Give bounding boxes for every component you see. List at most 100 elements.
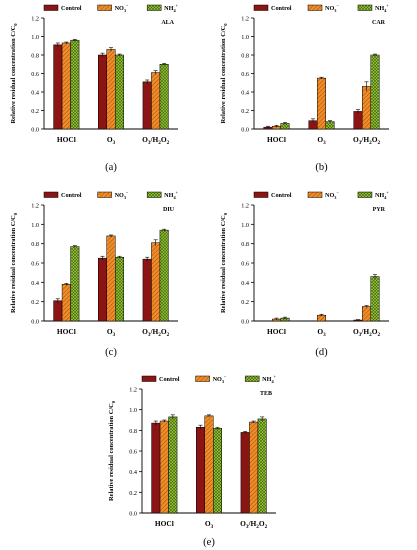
panel-caption: (e) [203, 537, 215, 548]
y-tick-label: 0.6 [129, 449, 137, 456]
x-tick-label: O3 [107, 327, 116, 338]
compound-tag: PYR [373, 207, 386, 213]
y-axis-label: Relative residual concentration C/C0 [10, 212, 18, 313]
x-tick-label: O3 [317, 135, 326, 146]
y-tick-label: 1.2 [31, 16, 39, 23]
legend-label: NO3− [325, 3, 339, 13]
panel-caption: (b) [315, 162, 328, 173]
compound-tag: ALA [161, 20, 174, 26]
legend-label: NH4+ [375, 190, 389, 200]
bar [151, 72, 161, 130]
legend-label: NH4+ [164, 3, 178, 13]
bar [106, 235, 116, 322]
legend-label: NO3− [213, 374, 227, 384]
x-tick-label: HOCl [267, 327, 286, 336]
panel-caption: (c) [105, 347, 117, 358]
bar [257, 418, 267, 514]
legend-swatch [146, 4, 162, 11]
bar [53, 300, 63, 322]
compound-tag: DIU [163, 207, 175, 213]
panels-root: 0.0 0.2 0.4 0.6 0.8 1.0 1.2 Relative residual c… [10, 3, 389, 548]
x-tick-label: HOCl [57, 135, 76, 144]
legend-label: Control [61, 5, 82, 12]
legend-label: NH4+ [164, 190, 178, 200]
bar [362, 86, 371, 130]
panel-caption: (d) [315, 347, 328, 358]
legend-swatch [357, 191, 373, 198]
bar [325, 121, 335, 130]
y-tick-label: 0.8 [241, 53, 249, 60]
legend-swatch [253, 191, 269, 198]
legend-label: Control [61, 192, 82, 199]
bar [353, 111, 363, 130]
y-axis-label: Relative residual concentration C/C0 [220, 23, 228, 124]
legend-swatch [141, 375, 157, 382]
legend-label: Control [271, 5, 292, 12]
x-tick-label: O3/H2O2 [353, 327, 381, 338]
y-tick-label: 0.4 [31, 280, 39, 287]
y-axis-label: Relative residual concentration C/C0 [220, 212, 228, 313]
y-axis-label: Relative residual concentration C/C0 [10, 23, 18, 124]
y-tick-label: 0.6 [31, 261, 39, 268]
legend-label: NO3− [325, 190, 339, 200]
legend-label: NH4+ [375, 3, 389, 13]
x-tick-label: O3/H2O2 [142, 135, 170, 146]
compound-tag: CAR [372, 20, 386, 26]
chart-panel-b: 0.0 0.2 0.4 0.6 0.8 1.0 1.2 Relative residual c… [220, 3, 389, 173]
legend-swatch [43, 4, 59, 11]
x-tick-label: HOCl [155, 519, 174, 528]
bar [159, 229, 169, 322]
chart-panel-c: 0.0 0.2 0.4 0.6 0.8 1.0 1.2 Relative residual c… [10, 190, 179, 358]
y-tick-label: 1.0 [31, 222, 39, 229]
bar [159, 64, 169, 130]
y-tick-label: 1.0 [129, 407, 137, 414]
y-tick-label: 1.0 [31, 34, 39, 41]
y-tick-label: 1.2 [31, 203, 39, 210]
y-tick-label: 0.4 [241, 280, 249, 287]
bar [106, 49, 116, 130]
legend-label: NO3− [115, 190, 129, 200]
y-tick-label: 0.0 [241, 127, 249, 134]
legend-swatch [244, 375, 260, 382]
legend-swatch [97, 191, 112, 198]
x-tick-label: O3 [317, 327, 326, 338]
bar [240, 432, 250, 514]
y-tick-label: 1.2 [129, 387, 137, 394]
bar [204, 415, 214, 514]
bar [70, 246, 80, 322]
y-tick-label: 0.2 [31, 299, 39, 306]
legend-swatch [43, 191, 59, 198]
y-tick-label: 0.2 [241, 299, 249, 306]
x-tick-label: O3 [107, 135, 116, 146]
bar [213, 428, 222, 514]
y-tick-label: 1.0 [241, 222, 249, 229]
y-tick-label: 0.6 [241, 261, 249, 268]
bar [98, 54, 107, 130]
x-tick-label: O3/H2O2 [142, 327, 170, 338]
y-tick-label: 0.4 [31, 90, 39, 97]
bar [151, 242, 161, 322]
y-tick-label: 1.2 [241, 16, 249, 23]
y-tick-label: 0.6 [31, 71, 39, 78]
x-tick-label: O3/H2O2 [353, 135, 381, 146]
legend-label: Control [159, 376, 180, 383]
panel-caption: (a) [105, 162, 117, 173]
y-tick-label: 0.2 [241, 108, 249, 115]
bar [115, 256, 124, 322]
legend-swatch [97, 4, 112, 11]
bar [142, 81, 152, 130]
chart-panel-a: 0.0 0.2 0.4 0.6 0.8 1.0 1.2 Relative residual c… [10, 3, 179, 173]
x-tick-label: O3/H2O2 [240, 519, 268, 530]
y-tick-label: 0.0 [241, 319, 249, 326]
legend-swatch [146, 191, 162, 198]
y-tick-label: 0.0 [129, 511, 137, 518]
bar [168, 416, 178, 514]
bar [362, 306, 371, 322]
y-tick-label: 0.8 [241, 241, 249, 248]
bar [98, 257, 107, 322]
y-tick-label: 0.2 [129, 490, 137, 497]
x-tick-label: O3 [205, 519, 214, 530]
y-tick-label: 0.8 [31, 53, 39, 60]
bar [115, 54, 124, 130]
legend-swatch [307, 4, 323, 11]
